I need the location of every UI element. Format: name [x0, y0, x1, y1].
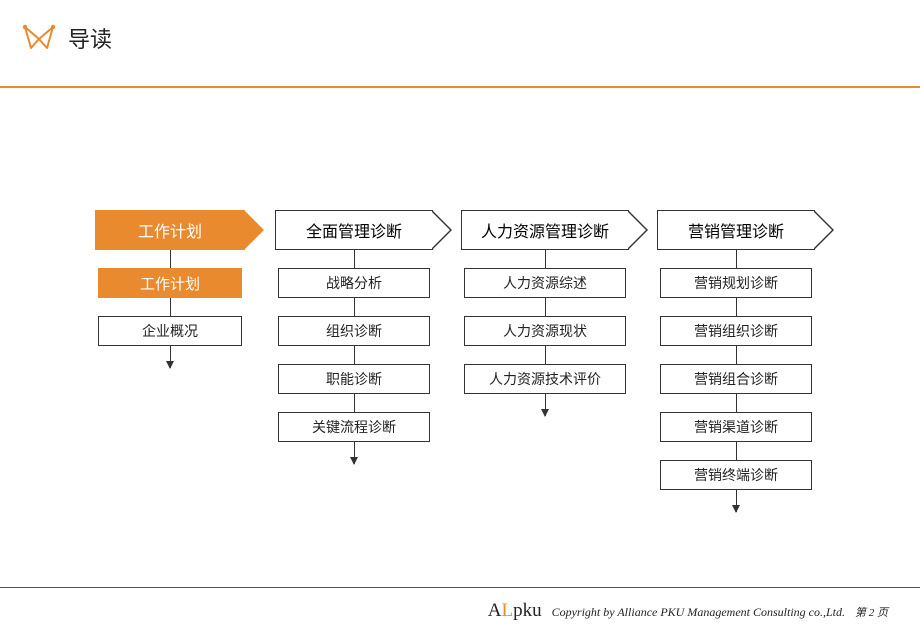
footer: ALpku Copyright by Alliance PKU Manageme… — [488, 600, 888, 622]
flow-end-arrow — [354, 442, 355, 464]
flow-column: 全面管理诊断战略分析组织诊断职能诊断关键流程诊断 — [275, 210, 433, 464]
flow-box: 营销终端诊断 — [660, 460, 812, 490]
footer-logo: ALpku — [488, 600, 542, 622]
flow-column: 营销管理诊断营销规划诊断营销组织诊断营销组合诊断营销渠道诊断营销终端诊断 — [657, 210, 815, 512]
flow-connector — [545, 346, 546, 364]
flow-connector — [736, 442, 737, 460]
flow-box: 企业概况 — [98, 316, 242, 346]
flowchart-diagram: 工作计划工作计划企业概况全面管理诊断战略分析组织诊断职能诊断关键流程诊断人力资源… — [95, 210, 870, 512]
header: 导读 — [0, 0, 920, 54]
flow-box: 营销规划诊断 — [660, 268, 812, 298]
flow-box: 营销组织诊断 — [660, 316, 812, 346]
flow-column-header: 工作计划 — [95, 210, 245, 250]
flow-box: 组织诊断 — [278, 316, 430, 346]
flow-end-arrow — [170, 346, 171, 368]
flow-box: 工作计划 — [98, 268, 242, 298]
flow-column: 人力资源管理诊断人力资源综述人力资源现状人力资源技术评价 — [461, 210, 629, 416]
flow-column: 工作计划工作计划企业概况 — [95, 210, 245, 368]
flow-box: 关键流程诊断 — [278, 412, 430, 442]
flow-end-arrow — [545, 394, 546, 416]
footer-copyright: Copyright by Alliance PKU Management Con… — [552, 605, 845, 620]
flow-box: 职能诊断 — [278, 364, 430, 394]
footer-page-number: 第 2 页 — [855, 604, 888, 620]
flow-box: 营销渠道诊断 — [660, 412, 812, 442]
flow-connector — [354, 250, 355, 268]
flow-column-header: 人力资源管理诊断 — [461, 210, 629, 250]
flow-connector — [170, 298, 171, 316]
flow-connector — [354, 298, 355, 316]
flow-column-header: 全面管理诊断 — [275, 210, 433, 250]
flow-column-header: 营销管理诊断 — [657, 210, 815, 250]
flow-connector — [170, 250, 171, 268]
page-title: 导读 — [68, 22, 112, 54]
flow-column-header-label: 全面管理诊断 — [306, 218, 402, 242]
flow-connector — [354, 346, 355, 364]
flow-box: 人力资源技术评价 — [464, 364, 626, 394]
flow-box: 营销组合诊断 — [660, 364, 812, 394]
flow-column-header-label: 工作计划 — [138, 218, 202, 242]
flow-column-header-label: 人力资源管理诊断 — [481, 218, 609, 242]
flow-connector — [736, 250, 737, 268]
flow-connector — [736, 298, 737, 316]
flow-box: 人力资源现状 — [464, 316, 626, 346]
flow-connector — [545, 250, 546, 268]
flow-column-header-label: 营销管理诊断 — [688, 218, 784, 242]
flow-box: 战略分析 — [278, 268, 430, 298]
flow-connector — [545, 298, 546, 316]
flow-end-arrow — [736, 490, 737, 512]
flow-connector — [736, 394, 737, 412]
flow-connector — [736, 346, 737, 364]
logo-icon — [22, 24, 56, 52]
flow-connector — [354, 394, 355, 412]
footer-divider — [0, 587, 920, 588]
flow-box: 人力资源综述 — [464, 268, 626, 298]
header-divider — [0, 86, 920, 88]
